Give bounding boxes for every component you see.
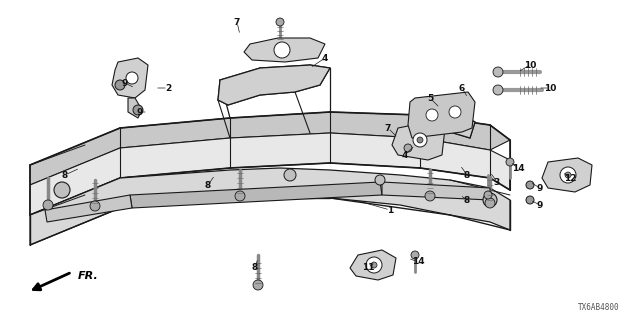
Polygon shape — [30, 133, 510, 215]
Circle shape — [526, 196, 534, 204]
Text: 9: 9 — [122, 78, 128, 87]
Circle shape — [493, 85, 503, 95]
Polygon shape — [244, 38, 325, 62]
Circle shape — [274, 42, 290, 58]
Text: 6: 6 — [459, 84, 465, 92]
Polygon shape — [542, 158, 592, 192]
Text: 8: 8 — [464, 171, 470, 180]
Circle shape — [126, 72, 138, 84]
Circle shape — [133, 105, 143, 115]
Polygon shape — [30, 112, 510, 185]
Circle shape — [485, 198, 495, 208]
Circle shape — [235, 191, 245, 201]
Circle shape — [560, 167, 576, 183]
Polygon shape — [350, 250, 396, 280]
Circle shape — [43, 200, 53, 210]
Circle shape — [276, 18, 284, 26]
Text: 9: 9 — [137, 108, 143, 116]
Text: 2: 2 — [165, 84, 171, 92]
Circle shape — [366, 257, 382, 273]
Text: 9: 9 — [537, 183, 543, 193]
Polygon shape — [410, 108, 475, 138]
Text: 14: 14 — [512, 164, 524, 172]
Circle shape — [115, 80, 125, 90]
Text: TX6AB4800: TX6AB4800 — [579, 303, 620, 312]
Text: 11: 11 — [362, 263, 374, 273]
Circle shape — [484, 191, 492, 199]
Text: 3: 3 — [494, 178, 500, 187]
Circle shape — [449, 106, 461, 118]
Text: 8: 8 — [464, 196, 470, 204]
Text: FR.: FR. — [78, 271, 99, 281]
Circle shape — [404, 144, 412, 152]
Circle shape — [493, 67, 503, 77]
Polygon shape — [128, 98, 142, 118]
Circle shape — [375, 175, 385, 185]
Circle shape — [425, 191, 435, 201]
Text: 7: 7 — [385, 124, 391, 132]
Text: 8: 8 — [252, 263, 258, 273]
Circle shape — [483, 193, 497, 207]
Text: 14: 14 — [412, 258, 424, 267]
Polygon shape — [30, 168, 510, 245]
Polygon shape — [112, 58, 148, 98]
Circle shape — [413, 133, 427, 147]
Polygon shape — [130, 182, 382, 208]
Circle shape — [284, 169, 296, 181]
Polygon shape — [45, 195, 132, 222]
Circle shape — [506, 158, 514, 166]
Circle shape — [253, 280, 263, 290]
Circle shape — [54, 182, 70, 198]
Polygon shape — [392, 122, 445, 160]
Text: 10: 10 — [544, 84, 556, 92]
Text: 4: 4 — [322, 53, 328, 62]
Polygon shape — [382, 182, 490, 200]
Circle shape — [565, 172, 571, 178]
Text: 12: 12 — [564, 173, 576, 182]
Circle shape — [426, 109, 438, 121]
Circle shape — [411, 251, 419, 259]
Circle shape — [90, 201, 100, 211]
Circle shape — [371, 262, 377, 268]
Circle shape — [526, 181, 534, 189]
Text: 8: 8 — [205, 180, 211, 189]
Text: 5: 5 — [427, 93, 433, 102]
Polygon shape — [218, 65, 330, 105]
Text: 4: 4 — [402, 150, 408, 159]
Text: 9: 9 — [537, 201, 543, 210]
Text: 7: 7 — [234, 18, 240, 27]
Polygon shape — [408, 92, 475, 138]
Circle shape — [417, 137, 423, 143]
Text: 10: 10 — [524, 60, 536, 69]
Text: 1: 1 — [387, 205, 393, 214]
Text: 8: 8 — [62, 171, 68, 180]
